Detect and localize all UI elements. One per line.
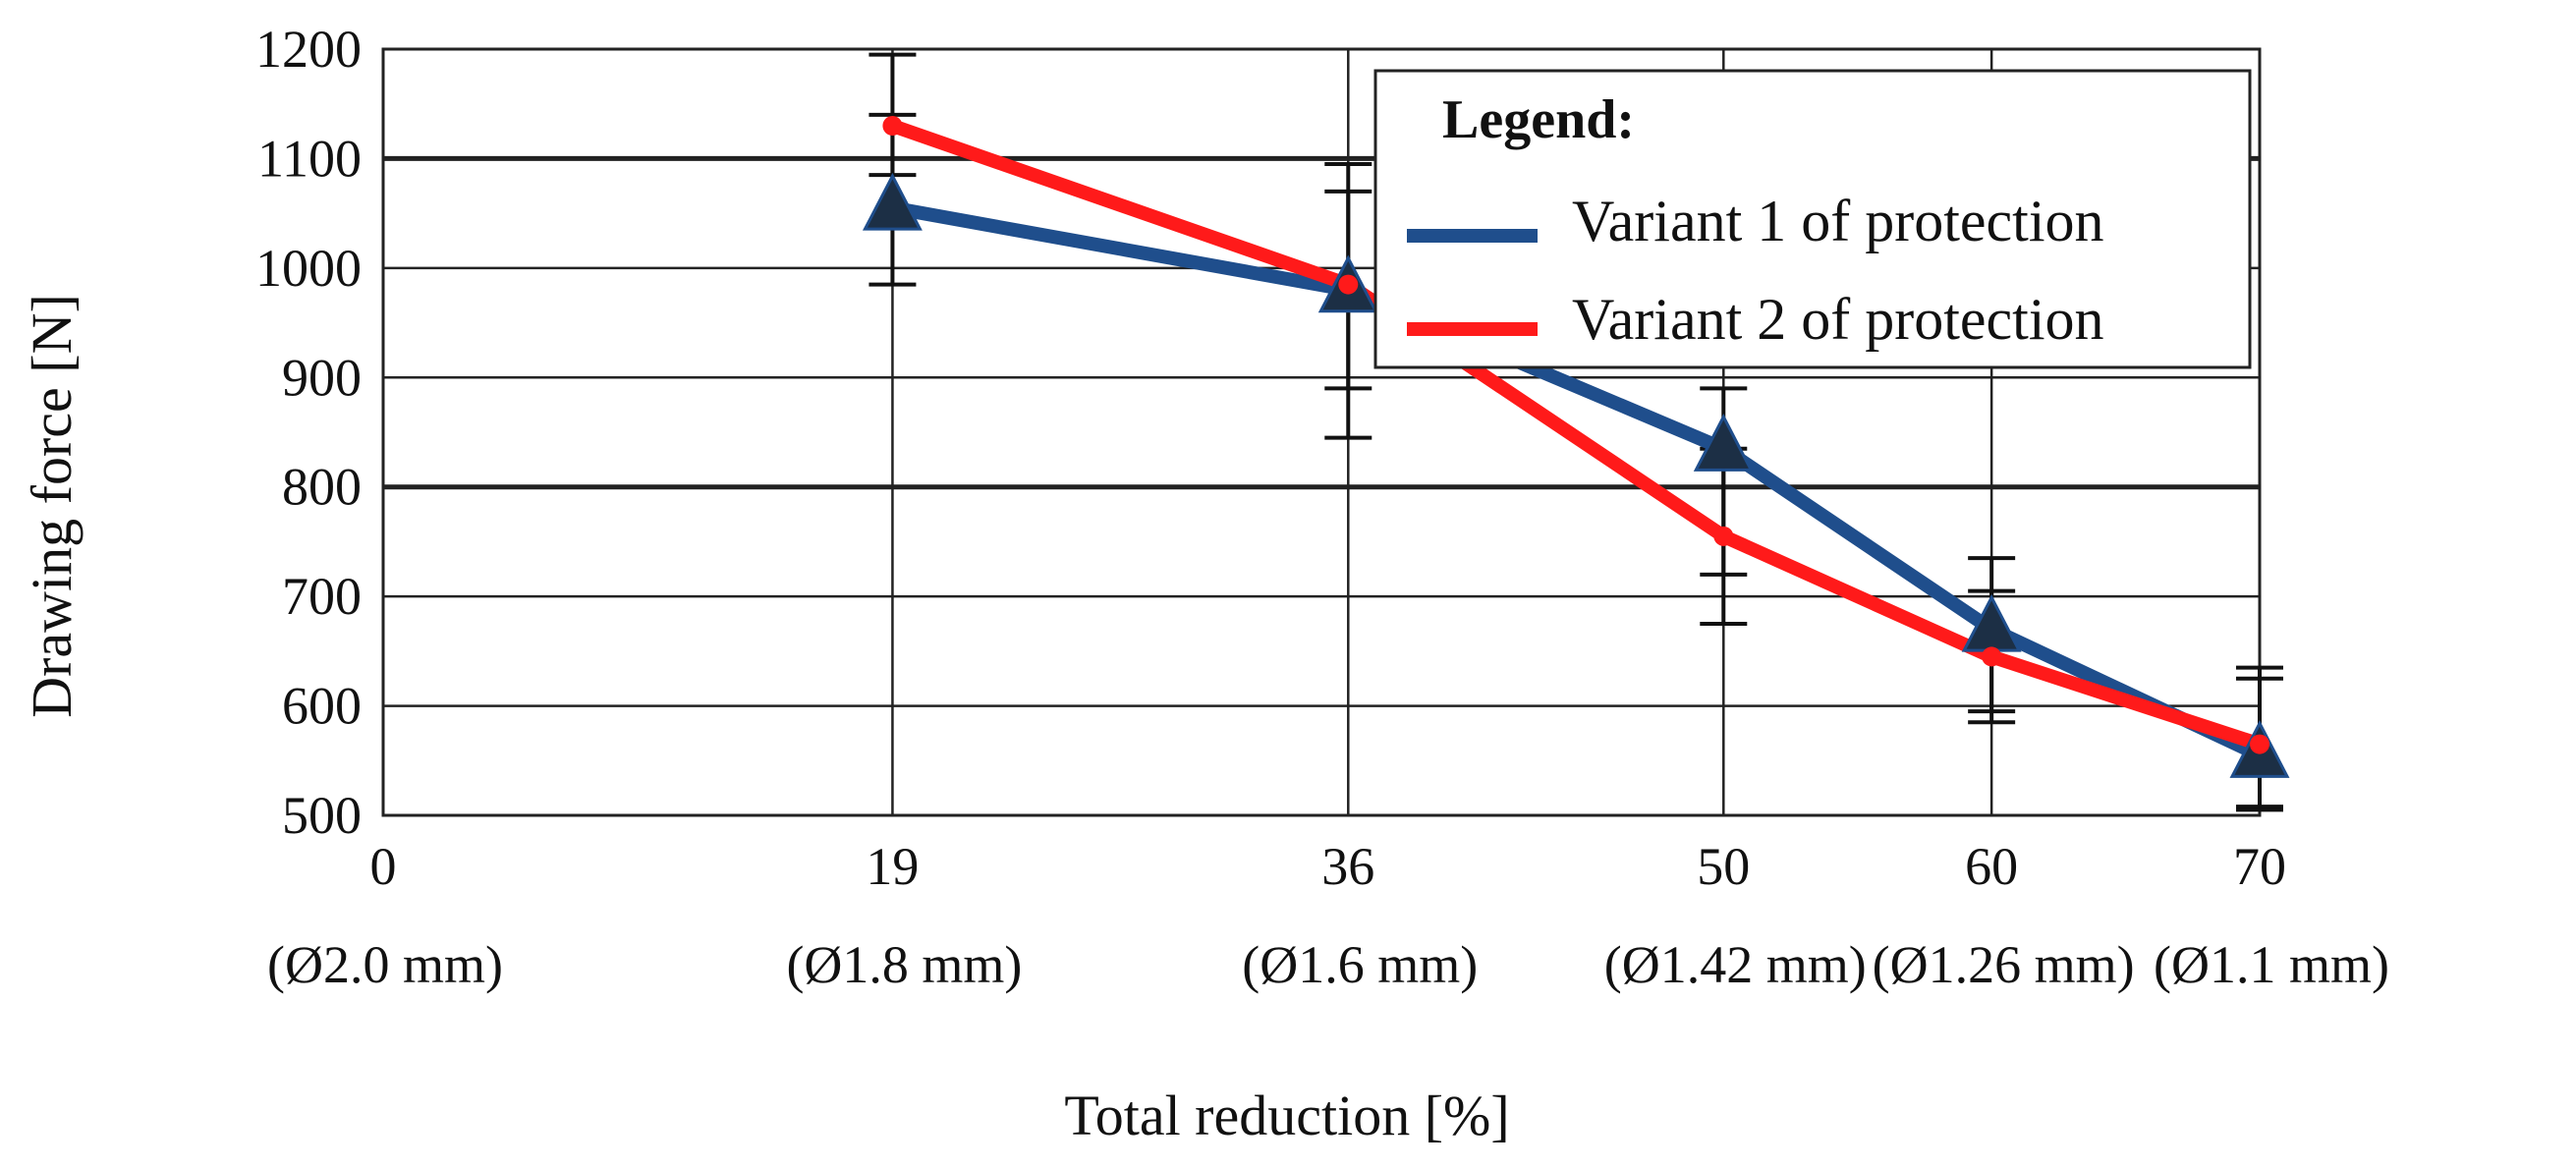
x-sublabel: (Ø1.8 mm) xyxy=(786,935,1022,994)
x-sublabel: (Ø1.26 mm) xyxy=(1873,935,2135,994)
y-tick-label: 900 xyxy=(282,348,362,407)
x-tick-label: 50 xyxy=(1697,837,1750,896)
y-tick-label: 600 xyxy=(282,677,362,736)
data-point-variant-1 xyxy=(1693,414,1754,472)
x-sublabel: (Ø1.42 mm) xyxy=(1604,935,1867,994)
y-tick-label: 1000 xyxy=(255,239,362,298)
x-sublabel: (Ø1.1 mm) xyxy=(2154,935,2389,994)
y-axis-title: Drawing force [N] xyxy=(20,294,84,718)
x-tick-label: 19 xyxy=(866,837,919,896)
axis-tick-labels: 500 600 700 800 900 1000 1100 1200 0 (Ø2.0 mm) 19 (… xyxy=(255,20,2389,994)
legend-label-variant-1: Variant 1 of protection xyxy=(1572,189,2104,253)
x-sublabel: (Ø2.0 mm) xyxy=(267,935,503,994)
x-sublabel: (Ø1.6 mm) xyxy=(1242,935,1478,994)
data-point-variant-2 xyxy=(2250,734,2269,754)
data-point-variant-2 xyxy=(1713,526,1734,546)
x-tick-label: 70 xyxy=(2233,837,2286,896)
data-point-variant-2 xyxy=(882,116,903,136)
legend-title: Legend: xyxy=(1442,89,1635,150)
data-point-variant-2 xyxy=(1338,274,1359,295)
legend-label-variant-2: Variant 2 of protection xyxy=(1572,287,2104,352)
y-tick-label: 1100 xyxy=(257,129,362,188)
data-point-variant-1 xyxy=(862,172,923,231)
x-tick-label: 0 xyxy=(370,837,397,896)
y-tick-label: 500 xyxy=(282,786,362,845)
y-tick-label: 700 xyxy=(282,567,362,626)
y-tick-label: 800 xyxy=(282,458,362,517)
x-tick-label: 60 xyxy=(1965,837,2018,896)
x-tick-label: 36 xyxy=(1321,837,1374,896)
data-point-variant-2 xyxy=(1982,646,2002,667)
legend-box xyxy=(1373,69,2252,369)
data-series xyxy=(862,116,2290,778)
y-tick-label: 1200 xyxy=(255,20,362,79)
legend: Legend: Variant 1 of protection Variant … xyxy=(1373,69,2252,369)
x-axis-title: Total reduction [%] xyxy=(1064,1084,1509,1147)
